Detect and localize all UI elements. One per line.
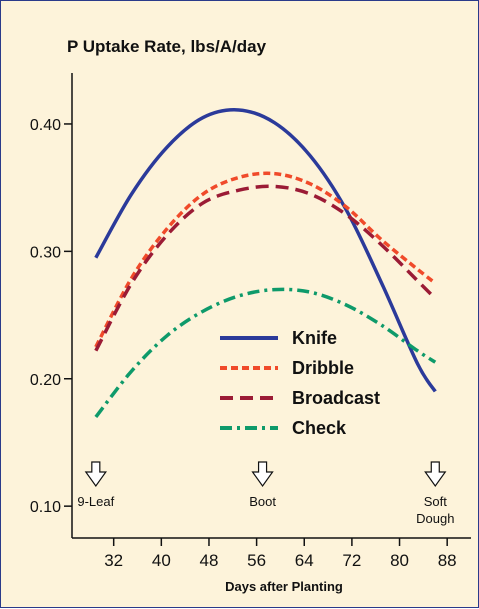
legend-label-knife: Knife (292, 328, 337, 348)
x-axis-label: Days after Planting (225, 579, 343, 594)
x-tick-label: 64 (295, 551, 314, 570)
x-tick-label: 88 (438, 551, 457, 570)
series-line-broadcast (94, 184, 437, 352)
growth-stage-label: Dough (416, 511, 454, 526)
growth-stage-label: 9-Leaf (77, 494, 114, 509)
down-arrow-icon (251, 461, 274, 488)
y-tick-label: 0.40 (30, 117, 61, 134)
x-tick-label: 48 (200, 551, 219, 570)
legend-label-dribble: Dribble (292, 358, 354, 378)
y-tick-label: 0.30 (30, 244, 61, 261)
y-tick-label: 0.10 (30, 499, 61, 516)
down-arrow-icon (84, 461, 107, 488)
axes: 0.10 0.20 0.30 0.40 32 40 48 56 64 72 80 88 (30, 73, 471, 570)
legend-label-broadcast: Broadcast (292, 388, 380, 408)
legend-label-check: Check (292, 418, 347, 438)
y-tick-label: 0.20 (30, 372, 61, 389)
x-tick-label: 72 (342, 551, 361, 570)
x-tick-label: 56 (247, 551, 266, 570)
series-layer (94, 108, 437, 419)
chart-title: P Uptake Rate, lbs/A/day (67, 37, 267, 56)
growth-stage-label: Soft (424, 494, 448, 509)
legend: Knife Dribble Broadcast Check (220, 328, 380, 438)
series-line-check (94, 287, 437, 419)
x-tick-label: 40 (152, 551, 171, 570)
x-tick-label: 32 (104, 551, 123, 570)
series-line-dribble (94, 171, 437, 348)
growth-stage-label: Boot (249, 494, 276, 509)
series-line-knife (94, 108, 437, 393)
down-arrow-icon (424, 461, 447, 488)
growth-stage-markers: 9-Leaf Boot Soft Dough (77, 461, 454, 526)
x-tick-label: 80 (390, 551, 409, 570)
